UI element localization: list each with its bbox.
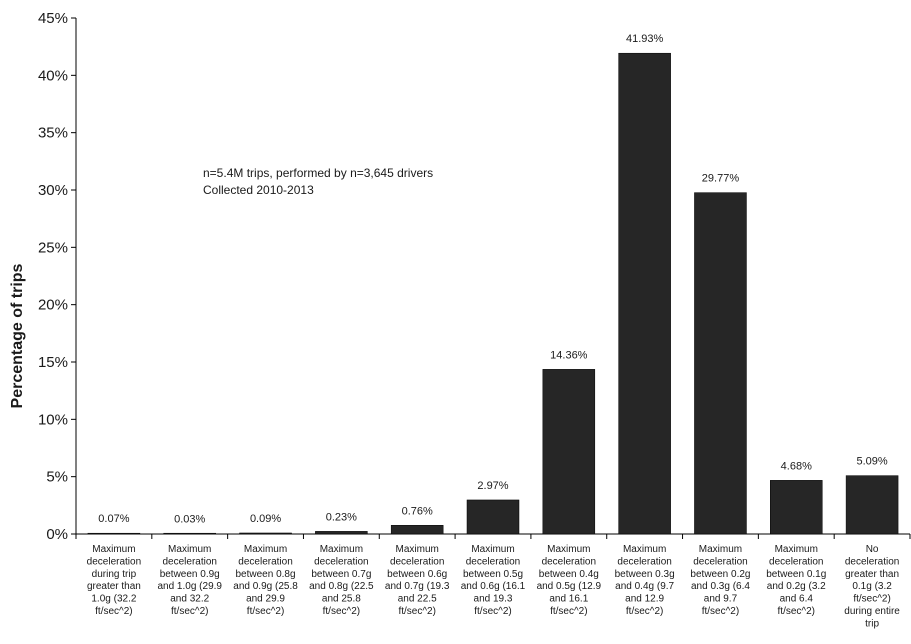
data-label: 29.77% bbox=[702, 173, 740, 185]
bar bbox=[466, 499, 520, 535]
category-label: Maximum deceleration between 0.9g and 1.0g … bbox=[157, 544, 222, 617]
y-tick-label: 30% bbox=[38, 182, 68, 199]
data-label: 0.09% bbox=[250, 513, 281, 525]
y-tick-label: 45% bbox=[38, 10, 68, 27]
bar bbox=[618, 52, 671, 535]
data-label: 4.68% bbox=[781, 460, 812, 472]
category-label: Maximum deceleration between 0.4g and 0.5g … bbox=[537, 544, 602, 617]
annotation-line-2: Collected 2010-2013 bbox=[203, 183, 314, 197]
data-label: 2.97% bbox=[477, 480, 508, 492]
category-label: Maximum deceleration between 0.3g and 0.4g … bbox=[615, 544, 675, 617]
y-tick-label: 25% bbox=[38, 239, 68, 256]
data-label: 0.07% bbox=[98, 513, 129, 525]
data-labels: 0.07% 0.03% 0.09% 0.23% 0.76% 2.97% 14.36% 41.9… bbox=[98, 33, 888, 525]
data-label: 0.76% bbox=[402, 505, 433, 517]
category-label: Maximum deceleration during trip greater th… bbox=[87, 544, 141, 617]
bar bbox=[390, 525, 444, 535]
y-axis-label: Percentage of trips bbox=[9, 263, 26, 408]
bar bbox=[239, 532, 292, 535]
bars bbox=[87, 52, 899, 535]
y-tick-label: 40% bbox=[38, 67, 68, 84]
y-axis-ticks: 0% 5% 10% 15% 20% 25% 30% 35% 40% 45% bbox=[38, 10, 76, 543]
bar bbox=[694, 192, 747, 535]
category-label: Maximum deceleration between 0.1g and 0.2g … bbox=[766, 544, 826, 617]
y-tick-label: 10% bbox=[38, 411, 68, 428]
data-label: 14.36% bbox=[550, 349, 588, 361]
data-label: 5.09% bbox=[856, 456, 887, 468]
bar bbox=[542, 369, 596, 535]
category-label: Maximum deceleration between 0.2g and 0.3g … bbox=[690, 544, 750, 617]
category-label: Maximum deceleration between 0.7g and 0.8g … bbox=[309, 544, 374, 617]
y-tick-label: 5% bbox=[46, 469, 68, 486]
y-tick-label: 0% bbox=[46, 526, 68, 543]
data-label: 0.03% bbox=[174, 514, 205, 526]
category-label: No deceleration greater than 0.1g (3.2 ft/se… bbox=[844, 544, 900, 629]
category-label: Maximum deceleration between 0.5g and 0.6g … bbox=[461, 544, 526, 617]
bar bbox=[87, 532, 141, 535]
bar bbox=[315, 531, 368, 535]
annotation-line-1: n=5.4M trips, performed by n=3,645 drive… bbox=[203, 166, 433, 180]
data-label: 0.23% bbox=[326, 511, 357, 523]
y-tick-label: 20% bbox=[38, 297, 68, 314]
bar bbox=[845, 475, 899, 535]
data-label: 41.93% bbox=[626, 33, 664, 45]
category-labels: Maximum deceleration during trip greater th… bbox=[87, 544, 901, 629]
category-label: Maximum deceleration between 0.6g and 0.7g … bbox=[385, 544, 450, 617]
y-tick-label: 15% bbox=[38, 354, 68, 371]
y-tick-label: 35% bbox=[38, 125, 68, 142]
category-label: Maximum deceleration between 0.8g and 0.9g … bbox=[233, 544, 298, 617]
bar bbox=[163, 532, 216, 535]
bar bbox=[770, 480, 823, 535]
